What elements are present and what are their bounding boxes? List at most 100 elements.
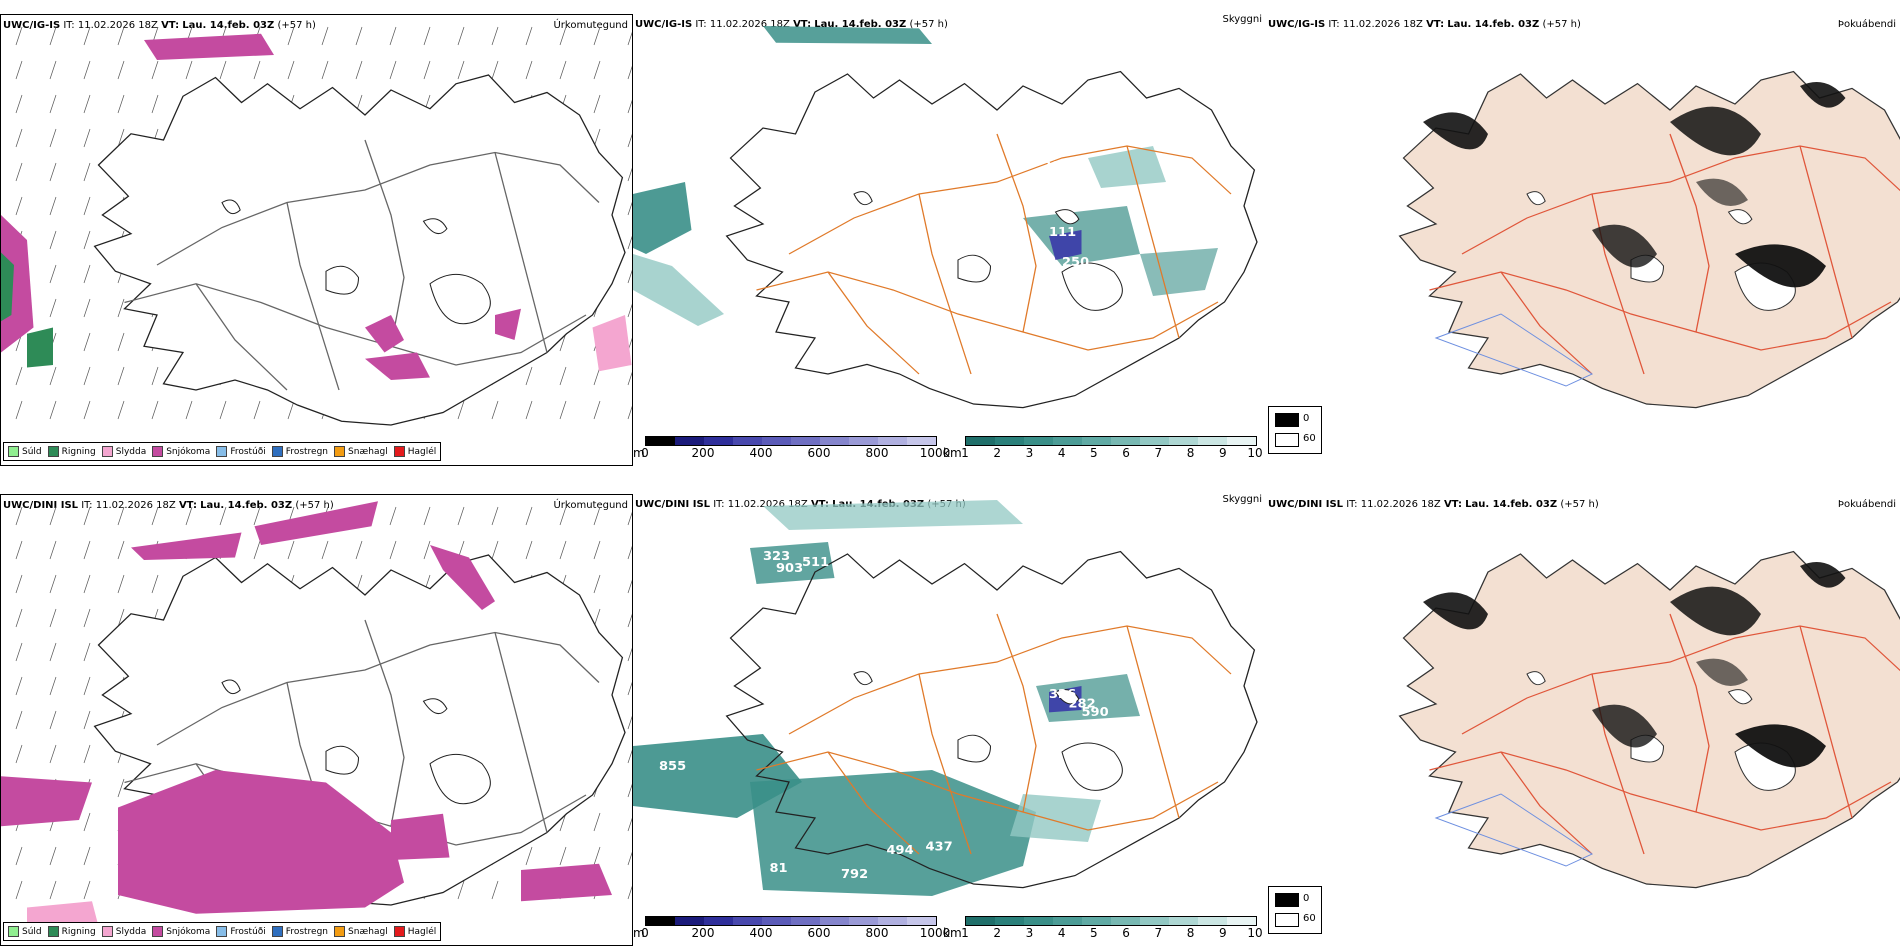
legend-swatch — [334, 446, 346, 457]
precip-type-panel-bottom: UWC/DINI ISL IT: 11.02.2026 18Z VT: Lau.… — [0, 494, 633, 946]
precip-map — [1, 26, 632, 426]
road-line — [494, 632, 548, 833]
wind-barb — [49, 60, 57, 80]
colorbar-bin — [1140, 437, 1169, 445]
glacier-outline — [1054, 689, 1080, 705]
wind-barb — [83, 162, 91, 182]
legend-item: Snjókoma — [152, 446, 210, 457]
fog-legend-label: 60 — [1303, 433, 1316, 444]
wind-barb — [49, 264, 57, 284]
wind-barb — [219, 400, 227, 420]
shaded-area — [1696, 658, 1748, 686]
glacier-outline — [221, 679, 241, 695]
wind-barb — [491, 26, 499, 46]
wind-barb — [593, 400, 601, 420]
glacier-outline — [325, 745, 360, 775]
valid-time: Lau. 14.feb. 03Z — [200, 500, 293, 511]
map-value-label: 855 — [659, 758, 686, 772]
fog-legend-label: 0 — [1303, 413, 1310, 424]
colorbar-tick: 1000 — [919, 926, 951, 940]
legend-swatch — [101, 926, 113, 937]
precip-legend: Súld Rigning Slydda Snjókoma Frostúði Frostre… — [3, 442, 442, 461]
wind-barb — [49, 128, 57, 148]
colorbar-tick: 7 — [1154, 446, 1163, 460]
precip-map — [1, 501, 632, 927]
map-value-label: 511 — [802, 554, 829, 568]
colorbar-bin — [1111, 437, 1140, 445]
model-name: UWC/DINI ISL — [3, 500, 79, 511]
road-line — [788, 145, 1232, 255]
colorbar-tick: 0 — [641, 446, 649, 460]
visibility-colorbar: km 1 2 3 4 5 6 7 8 9 10 — [943, 916, 1263, 942]
wind-barb — [49, 608, 57, 628]
wind-barb — [627, 783, 632, 798]
colorbar-bin — [849, 917, 878, 925]
colorbar-tick: 600 — [807, 446, 831, 460]
wind-barb — [15, 642, 23, 662]
road-line — [1799, 145, 1853, 339]
wind-barb — [627, 31, 632, 46]
legend-item: Snjókoma — [152, 926, 210, 937]
wind-barb — [49, 366, 57, 386]
colorbar-bin — [646, 437, 675, 445]
wind-barb — [83, 574, 91, 594]
init-time: 11.02.2026 18Z — [709, 19, 790, 30]
legend-swatch — [271, 926, 283, 937]
wind-barb — [117, 94, 125, 114]
colorbar-unit: km — [943, 446, 962, 460]
colorbar-bin — [704, 437, 733, 445]
wind-barb — [49, 506, 57, 526]
wind-barb — [49, 540, 57, 560]
fog-legend: 0 60 — [1268, 406, 1322, 454]
legend-swatch — [393, 926, 405, 937]
map-value-label: 20 — [1043, 158, 1061, 172]
legend-label: Frostregn — [285, 446, 329, 457]
parameter-name: Skyggni — [1222, 494, 1262, 505]
shaded-area — [633, 182, 692, 255]
glacier-outline — [957, 254, 992, 283]
colorbar-tick: 8 — [1186, 926, 1195, 940]
wind-barb — [151, 94, 159, 114]
wind-barb — [83, 540, 91, 560]
legend-label: Frostúði — [230, 926, 266, 937]
wind-barb — [15, 744, 23, 764]
visibility-map: 111 250 20 — [633, 26, 1258, 409]
colorbar-bin — [995, 437, 1024, 445]
wind-barb — [321, 540, 329, 560]
map-value-label: 326 — [1049, 686, 1076, 700]
wind-barb — [15, 540, 23, 560]
colorbar-bin — [675, 437, 704, 445]
glacier-outline — [1526, 191, 1546, 206]
legend-item: Frostregn — [271, 446, 329, 457]
colorbar-bin — [849, 437, 878, 445]
iceland-coastline — [93, 74, 626, 426]
colorbar-bin — [878, 917, 907, 925]
colorbar-tick: 200 — [691, 926, 715, 940]
wind-barb — [491, 880, 499, 900]
wind-barb — [83, 846, 91, 866]
wind-barb — [525, 60, 533, 80]
wind-barb — [627, 647, 632, 662]
glacier-outline — [1054, 209, 1080, 225]
road-line — [996, 613, 1037, 813]
wind-barb — [151, 400, 159, 420]
wind-barb — [49, 710, 57, 730]
road-line — [1669, 613, 1710, 813]
wind-barb — [117, 400, 125, 420]
legend-swatch — [152, 446, 164, 457]
shaded-area — [1696, 178, 1748, 206]
colorbar-tick: 9 — [1218, 446, 1227, 460]
shaded-area — [494, 308, 521, 340]
wind-barb — [287, 60, 295, 80]
map-value-label: 494 — [887, 842, 914, 856]
colorbar-tick: 8 — [1186, 446, 1195, 460]
wind-barb — [627, 371, 632, 386]
colorbar-bin — [1169, 917, 1198, 925]
valid-label: VT: — [178, 500, 197, 511]
wind-barb — [83, 366, 91, 386]
wind-barb — [525, 366, 533, 386]
init-label: IT: — [63, 20, 75, 31]
wind-barb — [627, 511, 632, 526]
road-line — [494, 152, 548, 353]
wind-barb — [117, 366, 125, 386]
